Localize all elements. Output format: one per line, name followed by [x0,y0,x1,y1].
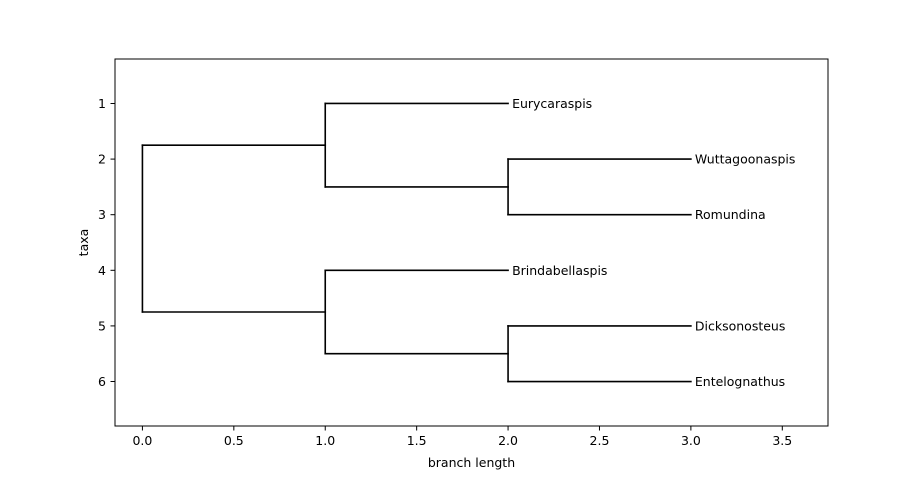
x-tick-label: 1.0 [315,433,335,448]
x-tick-label: 0.5 [224,433,244,448]
leaf-label: Eurycaraspis [512,96,592,111]
x-axis-ticks: 0.0 0.5 1.0 1.5 2.0 2.5 3.0 3.5 [132,426,792,448]
y-axis-label: taxa [76,229,91,257]
leaf-label: Romundina [695,207,766,222]
x-tick-label: 0.0 [132,433,152,448]
plot-frame [114,58,829,427]
y-axis-ticks: 1 2 3 4 5 6 [98,96,115,389]
x-tick-label: 2.0 [498,433,518,448]
y-tick-label: 3 [98,207,106,222]
leaf-label: Brindabellaspis [512,263,607,278]
x-axis-label: branch length [428,455,515,470]
y-tick-label: 6 [98,374,106,389]
branches [141,102,692,383]
y-tick-label: 5 [98,318,106,333]
y-tick-label: 2 [98,152,106,167]
y-tick-label: 4 [98,263,106,278]
x-tick-label: 1.5 [407,433,427,448]
leaf-labels: Eurycaraspis Wuttagoonaspis Romundina Brind… [512,96,795,389]
x-tick-label: 3.5 [772,433,792,448]
leaf-label: Dicksonosteus [695,318,785,333]
leaf-label: Wuttagoonaspis [695,152,796,167]
x-tick-label: 2.5 [590,433,610,448]
y-tick-label: 1 [98,96,106,111]
x-tick-label: 3.0 [681,433,701,448]
leaf-label: Entelognathus [695,374,785,389]
